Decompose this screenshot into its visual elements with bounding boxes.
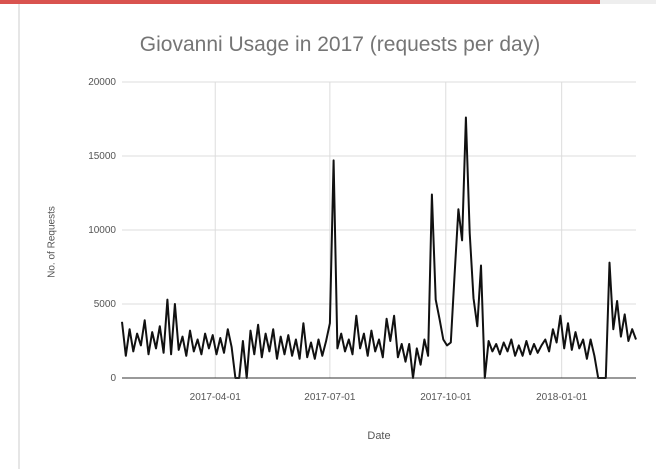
y-axis-ticks: 0 5000 10000 15000 20000 <box>88 77 116 384</box>
left-border <box>18 4 20 469</box>
y-tick-label: 15000 <box>88 151 116 162</box>
top-accent-bar <box>0 0 600 4</box>
x-tick-label: 2017-07-01 <box>304 392 356 403</box>
chart-title: Giovanni Usage in 2017 (requests per day… <box>139 33 541 56</box>
x-axis-ticks: 2017-04-01 2017-07-01 2017-10-01 2018-01-01 <box>190 392 588 403</box>
x-tick-label: 2017-10-01 <box>420 392 472 403</box>
y-tick-label: 20000 <box>88 77 116 88</box>
series-group <box>121 116 637 379</box>
x-tick-label: 2018-01-01 <box>536 392 588 403</box>
x-tick-label: 2017-04-01 <box>190 392 242 403</box>
y-axis-label: No. of Requests <box>46 206 58 278</box>
grid-lines <box>122 81 636 378</box>
y-tick-label: 5000 <box>94 299 117 310</box>
x-axis-label: Date <box>367 430 391 442</box>
y-tick-label: 10000 <box>88 225 116 236</box>
top-accent-bar-right <box>600 0 656 4</box>
series-line-0 <box>121 116 637 379</box>
y-tick-label: 0 <box>110 373 116 384</box>
